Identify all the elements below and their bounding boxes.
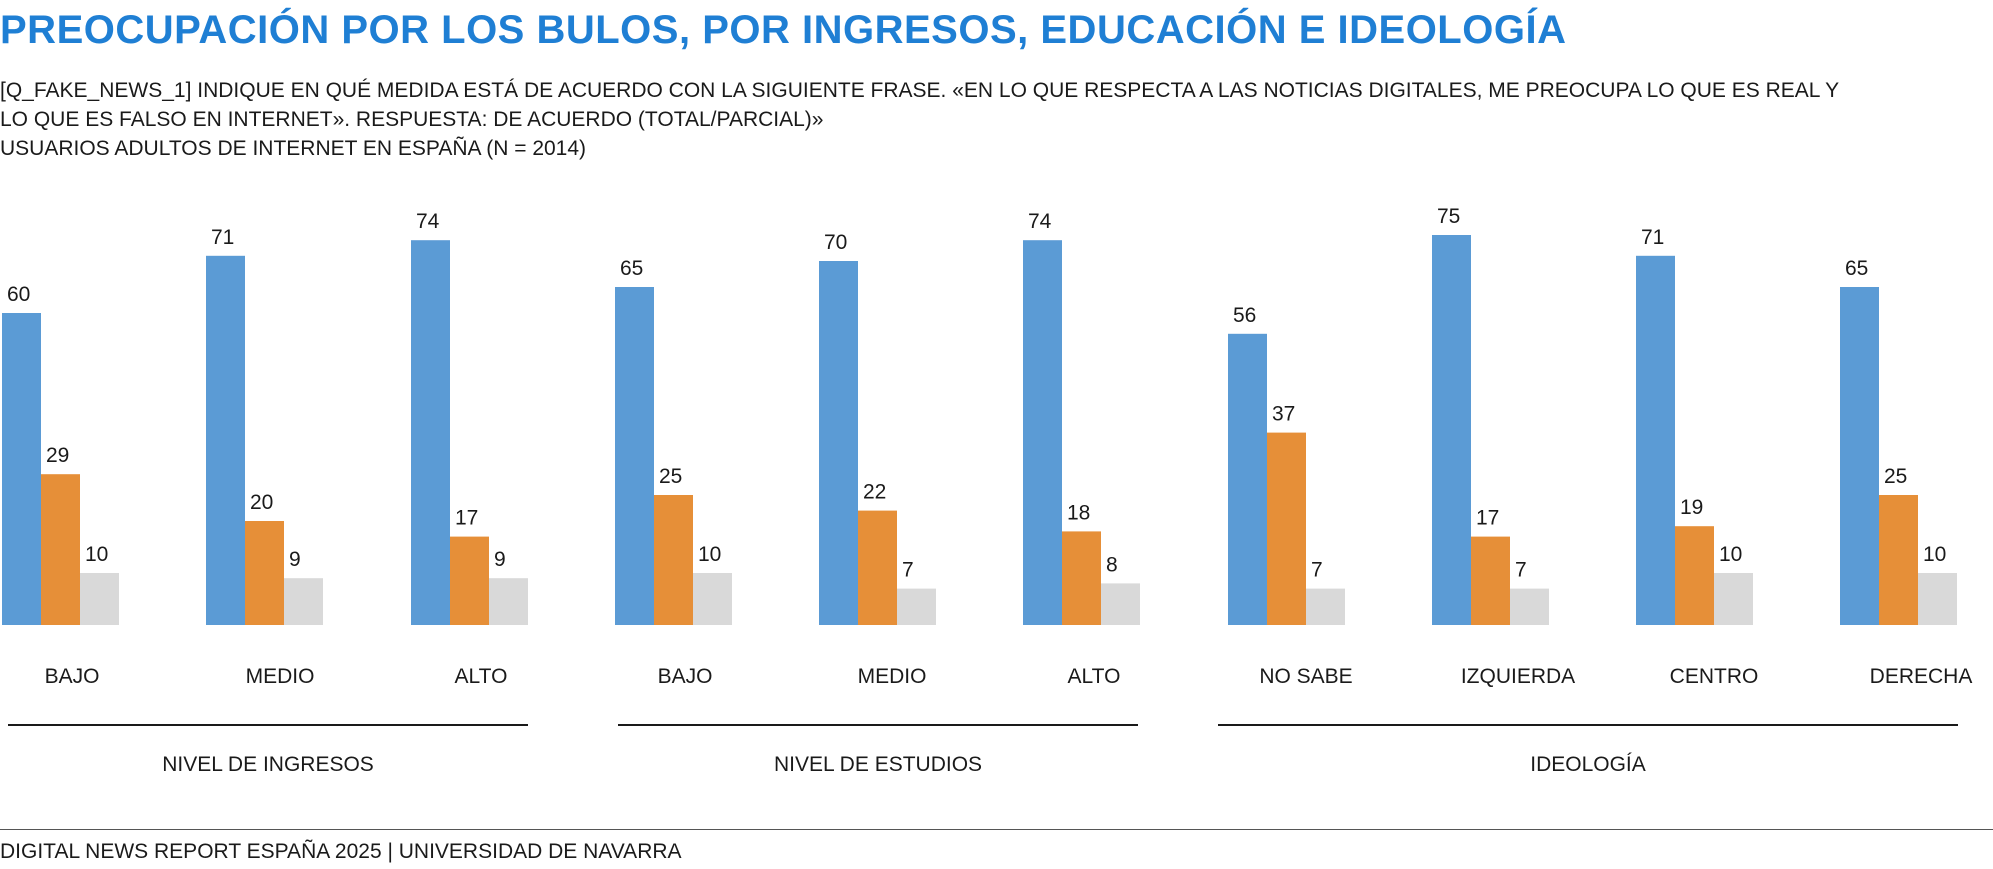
bar-2-series-2	[245, 521, 284, 625]
category-label-4: BAJO	[658, 665, 713, 688]
data-label-4-series-3: 10	[698, 543, 721, 566]
bar-7-series-2	[1267, 432, 1306, 625]
bar-7-series-3	[1306, 588, 1345, 625]
bar-9-series-1	[1636, 255, 1675, 626]
data-label-2-series-2: 20	[250, 491, 273, 514]
data-label-9-series-1: 71	[1641, 226, 1664, 249]
group-label-2: NIVEL DE ESTUDIOS	[774, 753, 982, 776]
bar-6-series-2	[1062, 531, 1101, 625]
data-label-1-series-1: 60	[7, 283, 30, 306]
chart-subtitle: [Q_FAKE_NEWS_1] INDIQUE EN QUÉ MEDIDA ES…	[0, 76, 1840, 163]
data-label-1-series-2: 29	[46, 444, 69, 467]
bar-3-series-3	[489, 578, 528, 625]
data-label-1-series-3: 10	[85, 543, 108, 566]
category-label-3: ALTO	[455, 665, 508, 688]
bar-9-series-3	[1714, 573, 1753, 625]
data-label-10-series-1: 65	[1845, 257, 1868, 280]
data-label-10-series-2: 25	[1884, 465, 1907, 488]
bar-8-series-2	[1471, 536, 1510, 625]
data-label-10-series-3: 10	[1923, 543, 1946, 566]
subtitle-line-1: [Q_FAKE_NEWS_1] INDIQUE EN QUÉ MEDIDA ES…	[0, 79, 1840, 102]
data-label-3-series-3: 9	[494, 548, 506, 571]
footer-divider	[0, 829, 1993, 830]
bar-2-series-3	[284, 578, 323, 625]
data-label-4-series-1: 65	[620, 257, 643, 280]
group-label-3: IDEOLOGÍA	[1530, 753, 1646, 776]
data-label-2-series-1: 71	[211, 226, 234, 249]
bar-10-series-3	[1918, 573, 1957, 625]
bar-4-series-1	[615, 287, 654, 625]
data-label-8-series-1: 75	[1437, 205, 1460, 228]
data-label-5-series-3: 7	[902, 559, 914, 582]
data-label-7-series-3: 7	[1311, 559, 1323, 582]
data-label-5-series-2: 22	[863, 481, 886, 504]
category-label-7: NO SABE	[1259, 665, 1352, 688]
bar-10-series-2	[1879, 495, 1918, 625]
data-label-2-series-3: 9	[289, 548, 301, 571]
bar-9-series-2	[1675, 526, 1714, 625]
data-label-3-series-1: 74	[416, 210, 440, 233]
data-label-8-series-3: 7	[1515, 559, 1527, 582]
data-label-7-series-2: 37	[1272, 403, 1295, 426]
bar-6-series-3	[1101, 583, 1140, 625]
bar-8-series-1	[1432, 235, 1471, 625]
bar-5-series-1	[819, 261, 858, 625]
chart-title: PREOCUPACIÓN POR LOS BULOS, POR INGRESOS…	[0, 8, 1567, 52]
category-label-1: BAJO	[45, 665, 100, 688]
data-label-5-series-1: 70	[824, 231, 847, 254]
bar-4-series-2	[654, 495, 693, 625]
bar-chart: 60 29 10 BAJO 71 20 9 MEDIO 74 17 9 ALTO 65 25 10 BAJO 7…	[2, 205, 1973, 776]
category-label-5: MEDIO	[858, 665, 927, 688]
bar-1-series-2	[41, 474, 80, 625]
bar-3-series-1	[411, 240, 450, 625]
category-label-2: MEDIO	[246, 665, 315, 688]
category-label-9: CENTRO	[1670, 665, 1759, 688]
subtitle-line-3: USUARIOS ADULTOS DE INTERNET EN ESPAÑA (…	[0, 137, 587, 160]
subtitle-line-2: LO QUE ES FALSO EN INTERNET». RESPUESTA:…	[0, 108, 824, 131]
data-label-9-series-2: 19	[1680, 496, 1703, 519]
category-label-10: DERECHA	[1870, 665, 1973, 688]
data-label-6-series-3: 8	[1106, 553, 1118, 576]
bar-3-series-2	[450, 536, 489, 625]
bar-5-series-2	[858, 510, 897, 625]
data-label-6-series-1: 74	[1028, 210, 1052, 233]
bar-5-series-3	[897, 588, 936, 625]
bar-7-series-1	[1228, 333, 1267, 625]
category-label-6: ALTO	[1068, 665, 1121, 688]
bar-6-series-1	[1023, 240, 1062, 625]
bar-10-series-1	[1840, 287, 1879, 625]
footer-source: DIGITAL NEWS REPORT ESPAÑA 2025 | UNIVER…	[0, 840, 682, 863]
bar-2-series-1	[206, 255, 245, 626]
data-label-6-series-2: 18	[1067, 501, 1090, 524]
data-label-9-series-3: 10	[1719, 543, 1742, 566]
data-label-7-series-1: 56	[1233, 304, 1256, 327]
data-label-3-series-2: 17	[455, 507, 478, 530]
data-label-8-series-2: 17	[1476, 507, 1499, 530]
group-label-1: NIVEL DE INGRESOS	[162, 753, 374, 776]
category-label-8: IZQUIERDA	[1461, 665, 1575, 688]
data-label-4-series-2: 25	[659, 465, 682, 488]
bar-1-series-1	[2, 313, 41, 625]
bar-1-series-3	[80, 573, 119, 625]
bar-4-series-3	[693, 573, 732, 625]
bar-8-series-3	[1510, 588, 1549, 625]
